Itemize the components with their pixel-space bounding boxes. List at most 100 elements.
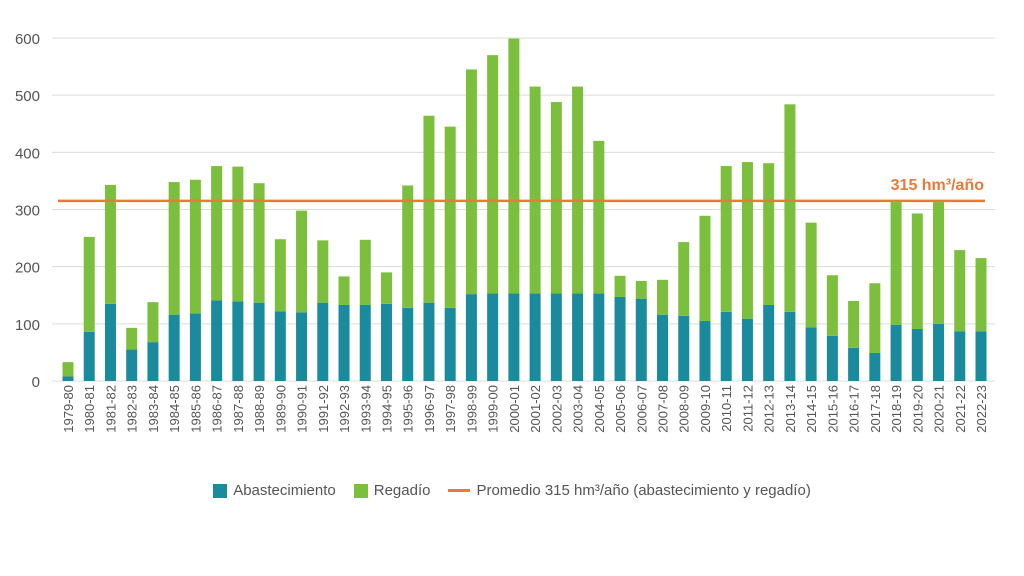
bar-regadio — [232, 166, 244, 302]
x-tick-label: 2006-07 — [634, 385, 649, 433]
bar-abastecimiento — [890, 324, 902, 381]
bar-abastecimiento — [147, 342, 159, 381]
x-tick-label: 2001-02 — [528, 385, 543, 433]
legend-item-abastecimiento: Abastecimiento — [213, 482, 336, 499]
x-tick-label: 2021-22 — [953, 385, 968, 433]
bar-abastecimiento — [848, 347, 860, 381]
bar-abastecimiento — [189, 313, 201, 381]
x-tick-label: 2020-21 — [932, 385, 947, 433]
y-tick-label: 500 — [15, 88, 40, 105]
y-tick-label: 200 — [15, 260, 40, 277]
x-tick-label: 2005-06 — [613, 385, 628, 433]
bar-regadio — [487, 55, 499, 294]
bar-regadio — [189, 179, 201, 314]
bar-regadio — [550, 102, 562, 294]
x-tick-label: 2010-11 — [719, 385, 734, 432]
x-tick-label: 1986-87 — [210, 385, 225, 433]
bar-regadio — [848, 300, 860, 348]
x-tick-label: 2002-03 — [549, 385, 564, 433]
bar-regadio — [296, 210, 308, 313]
bar-regadio — [317, 240, 329, 303]
legend-line-promedio — [448, 489, 471, 492]
bar-regadio — [954, 250, 966, 332]
bar-abastecimiento — [380, 303, 392, 381]
bar-regadio — [699, 215, 711, 321]
x-tick-label: 1997-98 — [443, 385, 458, 433]
stacked-bar-chart: 0 100 200 300 400 500 600 1979-80 1980-81 1981-8… — [15, 31, 995, 433]
bar-abastecimiento — [444, 307, 456, 381]
x-tick-label: 1979-80 — [61, 385, 76, 433]
y-tick-label: 300 — [15, 203, 40, 220]
bar-abastecimiento — [933, 323, 945, 381]
bar-abastecimiento — [317, 302, 329, 381]
bar-regadio — [529, 86, 541, 294]
legend-label: Regadío — [373, 482, 431, 499]
x-tick-label: 2017-18 — [868, 385, 883, 433]
bar-abastecimiento — [720, 311, 732, 381]
bar-abastecimiento — [572, 293, 584, 381]
x-tick-label: 1983-84 — [146, 385, 161, 433]
bar-abastecimiento — [954, 331, 966, 381]
bar-abastecimiento — [550, 293, 562, 381]
bar-regadio — [211, 166, 223, 301]
bar-abastecimiento — [296, 312, 308, 381]
bar-regadio — [784, 104, 796, 312]
x-tick-label: 2014-15 — [804, 385, 819, 433]
bar-regadio — [593, 140, 605, 294]
bar-regadio — [635, 280, 647, 299]
bar-abastecimiento — [487, 293, 499, 381]
bar-abastecimiento — [529, 293, 541, 381]
bar-abastecimiento — [869, 352, 881, 381]
bar-abastecimiento — [699, 320, 711, 381]
legend-swatch-abastecimiento — [213, 483, 228, 498]
bar-regadio — [126, 327, 138, 350]
x-tick-label: 2008-09 — [677, 385, 692, 433]
y-tick-label: 100 — [15, 317, 40, 334]
x-tick-label: 1984-85 — [167, 385, 182, 433]
bar-regadio — [508, 38, 520, 294]
x-tick-label: 2011-12 — [740, 385, 755, 432]
x-tick-label: 1998-99 — [464, 385, 479, 433]
bar-regadio — [402, 185, 414, 308]
bar-abastecimiento — [211, 300, 223, 381]
bar-abastecimiento — [253, 302, 265, 381]
bar-regadio — [572, 86, 584, 294]
bar-abastecimiento — [168, 314, 180, 381]
bar-regadio — [763, 163, 775, 305]
bar-regadio — [62, 362, 74, 377]
bar-regadio — [657, 279, 669, 315]
bar-regadio — [168, 182, 180, 315]
x-tick-label: 2000-01 — [507, 385, 522, 433]
average-line-label: 315 hm³/año — [891, 177, 985, 194]
legend-item-regadio: Regadío — [353, 482, 431, 499]
bar-abastecimiento — [359, 304, 371, 381]
legend-swatch-regadio — [353, 483, 368, 498]
bar-abastecimiento — [508, 293, 520, 381]
bar-abastecimiento — [593, 293, 605, 381]
x-tick-label: 1981-82 — [103, 385, 118, 433]
x-tick-label: 1996-97 — [422, 385, 437, 433]
bar-regadio — [423, 115, 435, 303]
bar-regadio — [253, 183, 265, 303]
bar-regadio — [83, 236, 95, 332]
bar-regadio — [359, 239, 371, 305]
y-tick-label: 0 — [32, 374, 40, 391]
x-tick-label: 1982-83 — [125, 385, 140, 433]
bar-regadio — [444, 126, 456, 308]
x-tick-label: 2003-04 — [571, 385, 586, 433]
bar-abastecimiento — [614, 296, 626, 381]
bar-abastecimiento — [741, 318, 753, 381]
bar-regadio — [975, 258, 987, 332]
x-tick-label: 1985-86 — [188, 385, 203, 433]
x-tick-label: 1992-93 — [337, 385, 352, 433]
bar-abastecimiento — [805, 327, 817, 381]
bar-abastecimiento — [763, 304, 775, 381]
bar-abastecimiento — [104, 303, 116, 381]
x-tick-label: 2007-08 — [656, 385, 671, 433]
bar-regadio — [720, 166, 732, 312]
x-tick-label: 2004-05 — [592, 385, 607, 433]
bar-abastecimiento — [274, 311, 286, 381]
bar-abastecimiento — [784, 311, 796, 381]
x-tick-label: 2019-20 — [910, 385, 925, 433]
bar-regadio — [614, 275, 626, 297]
